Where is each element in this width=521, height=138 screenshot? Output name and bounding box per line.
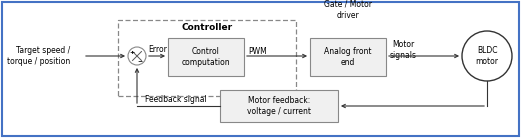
Text: PWM: PWM (248, 47, 267, 55)
Text: −: − (137, 59, 142, 63)
Bar (220, 90, 338, 122)
Text: BLDC
motor: BLDC motor (476, 46, 499, 66)
Circle shape (462, 31, 512, 81)
Bar (310, 38, 386, 76)
Text: Analog front
end: Analog front end (324, 47, 372, 67)
Text: Target speed /
torque / position: Target speed / torque / position (7, 46, 70, 66)
Text: Controller: Controller (181, 22, 232, 31)
Text: +: + (129, 50, 134, 55)
Text: Gate / Motor
driver: Gate / Motor driver (324, 0, 372, 20)
Text: Error: Error (148, 46, 167, 55)
Text: Motor
signals: Motor signals (390, 40, 417, 60)
Bar (118, 20, 296, 96)
Text: Feedback signal: Feedback signal (145, 95, 207, 104)
Text: Control
computation: Control computation (182, 47, 230, 67)
Bar (168, 38, 244, 76)
Circle shape (128, 47, 146, 65)
Text: Motor feedback:
voltage / current: Motor feedback: voltage / current (247, 96, 311, 116)
